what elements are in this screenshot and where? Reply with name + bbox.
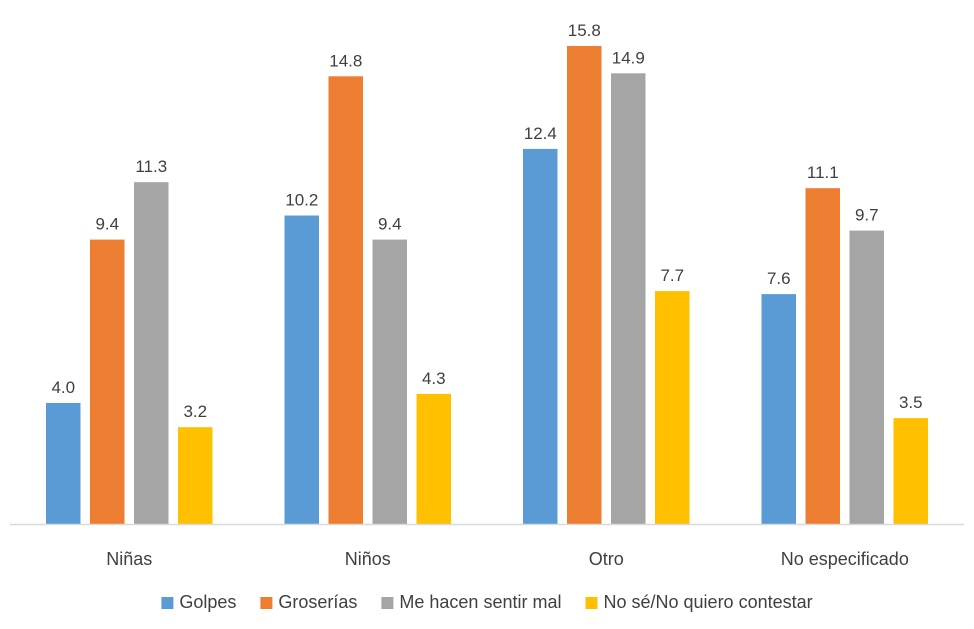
legend-item-groserias: Groserías xyxy=(260,592,357,612)
x-tick-label-ninas: Niñas xyxy=(106,549,152,569)
x-tick-label-no-especificado: No especificado xyxy=(781,549,909,569)
legend-label-groserias: Groserías xyxy=(278,592,357,612)
legend-swatch-me-hacen-sentir-mal xyxy=(381,597,394,609)
bar-ninas-golpes xyxy=(46,403,81,524)
data-label-ninas-no-se-no-quiero-contestar: 3.2 xyxy=(183,402,207,421)
bar-otro-me-hacen-sentir-mal xyxy=(611,73,646,525)
data-label-no-especificado-me-hacen-sentir-mal: 9.7 xyxy=(855,206,879,225)
bars-layer xyxy=(46,46,928,525)
bar-ninos-groserias xyxy=(328,76,363,525)
data-label-ninas-me-hacen-sentir-mal: 11.3 xyxy=(135,157,167,176)
bar-ninas-groserias xyxy=(90,239,125,524)
x-axis-tick-labels: Niñas Niños Otro No especificado xyxy=(106,549,909,569)
data-label-no-especificado-groserias: 11.1 xyxy=(807,163,839,182)
legend: Golpes Groserías Me hacen sentir mal No sé/… xyxy=(161,592,813,612)
data-label-no-especificado-golpes: 7.6 xyxy=(767,269,791,288)
data-label-ninos-me-hacen-sentir-mal: 9.4 xyxy=(378,215,402,234)
bar-ninas-no-se-no-quiero-contestar xyxy=(178,427,213,524)
data-label-ninos-groserias: 14.8 xyxy=(329,51,362,70)
legend-label-golpes: Golpes xyxy=(179,592,236,612)
bar-no-especificado-groserias xyxy=(805,188,840,524)
bar-otro-no-se-no-quiero-contestar xyxy=(655,291,690,524)
bar-ninos-golpes xyxy=(284,215,319,524)
data-label-no-especificado-no-se-no-quiero-contestar: 3.5 xyxy=(899,393,923,412)
data-label-ninas-groserias: 9.4 xyxy=(95,215,119,234)
bar-otro-golpes xyxy=(523,148,558,524)
bar-no-especificado-me-hacen-sentir-mal xyxy=(849,230,884,524)
legend-label-me-hacen-sentir-mal: Me hacen sentir mal xyxy=(399,592,561,612)
legend-swatch-no-se-no-quiero-contestar xyxy=(585,597,598,609)
legend-item-me-hacen-sentir-mal: Me hacen sentir mal xyxy=(381,592,561,612)
data-label-ninos-golpes: 10.2 xyxy=(285,191,318,210)
bar-otro-groserias xyxy=(567,46,602,524)
bar-no-especificado-no-se-no-quiero-contestar xyxy=(893,418,928,524)
bar-ninas-me-hacen-sentir-mal xyxy=(134,182,169,524)
data-label-otro-no-se-no-quiero-contestar: 7.7 xyxy=(660,266,684,285)
data-label-otro-me-hacen-sentir-mal: 14.9 xyxy=(612,48,645,67)
data-label-ninos-no-se-no-quiero-contestar: 4.3 xyxy=(422,369,446,388)
data-labels-layer: 4.0 9.4 11.3 3.2 10.2 14.8 9.4 4.3 12.4 15.8 14.9 7… xyxy=(51,21,922,421)
legend-item-golpes: Golpes xyxy=(161,592,236,612)
legend-label-no-se-no-quiero-contestar: No sé/No quiero contestar xyxy=(604,592,813,612)
x-tick-label-otro: Otro xyxy=(589,549,624,569)
data-label-ninas-golpes: 4.0 xyxy=(51,378,75,397)
legend-swatch-golpes xyxy=(161,597,174,609)
legend-swatch-groserias xyxy=(260,597,273,609)
bar-no-especificado-golpes xyxy=(761,294,796,524)
bar-ninos-no-se-no-quiero-contestar xyxy=(416,393,451,524)
x-tick-label-ninos: Niños xyxy=(345,549,391,569)
data-label-otro-golpes: 12.4 xyxy=(524,124,557,143)
data-label-otro-groserias: 15.8 xyxy=(568,21,601,40)
bar-ninos-me-hacen-sentir-mal xyxy=(372,239,407,524)
legend-item-no-se-no-quiero-contestar: No sé/No quiero contestar xyxy=(585,592,813,612)
